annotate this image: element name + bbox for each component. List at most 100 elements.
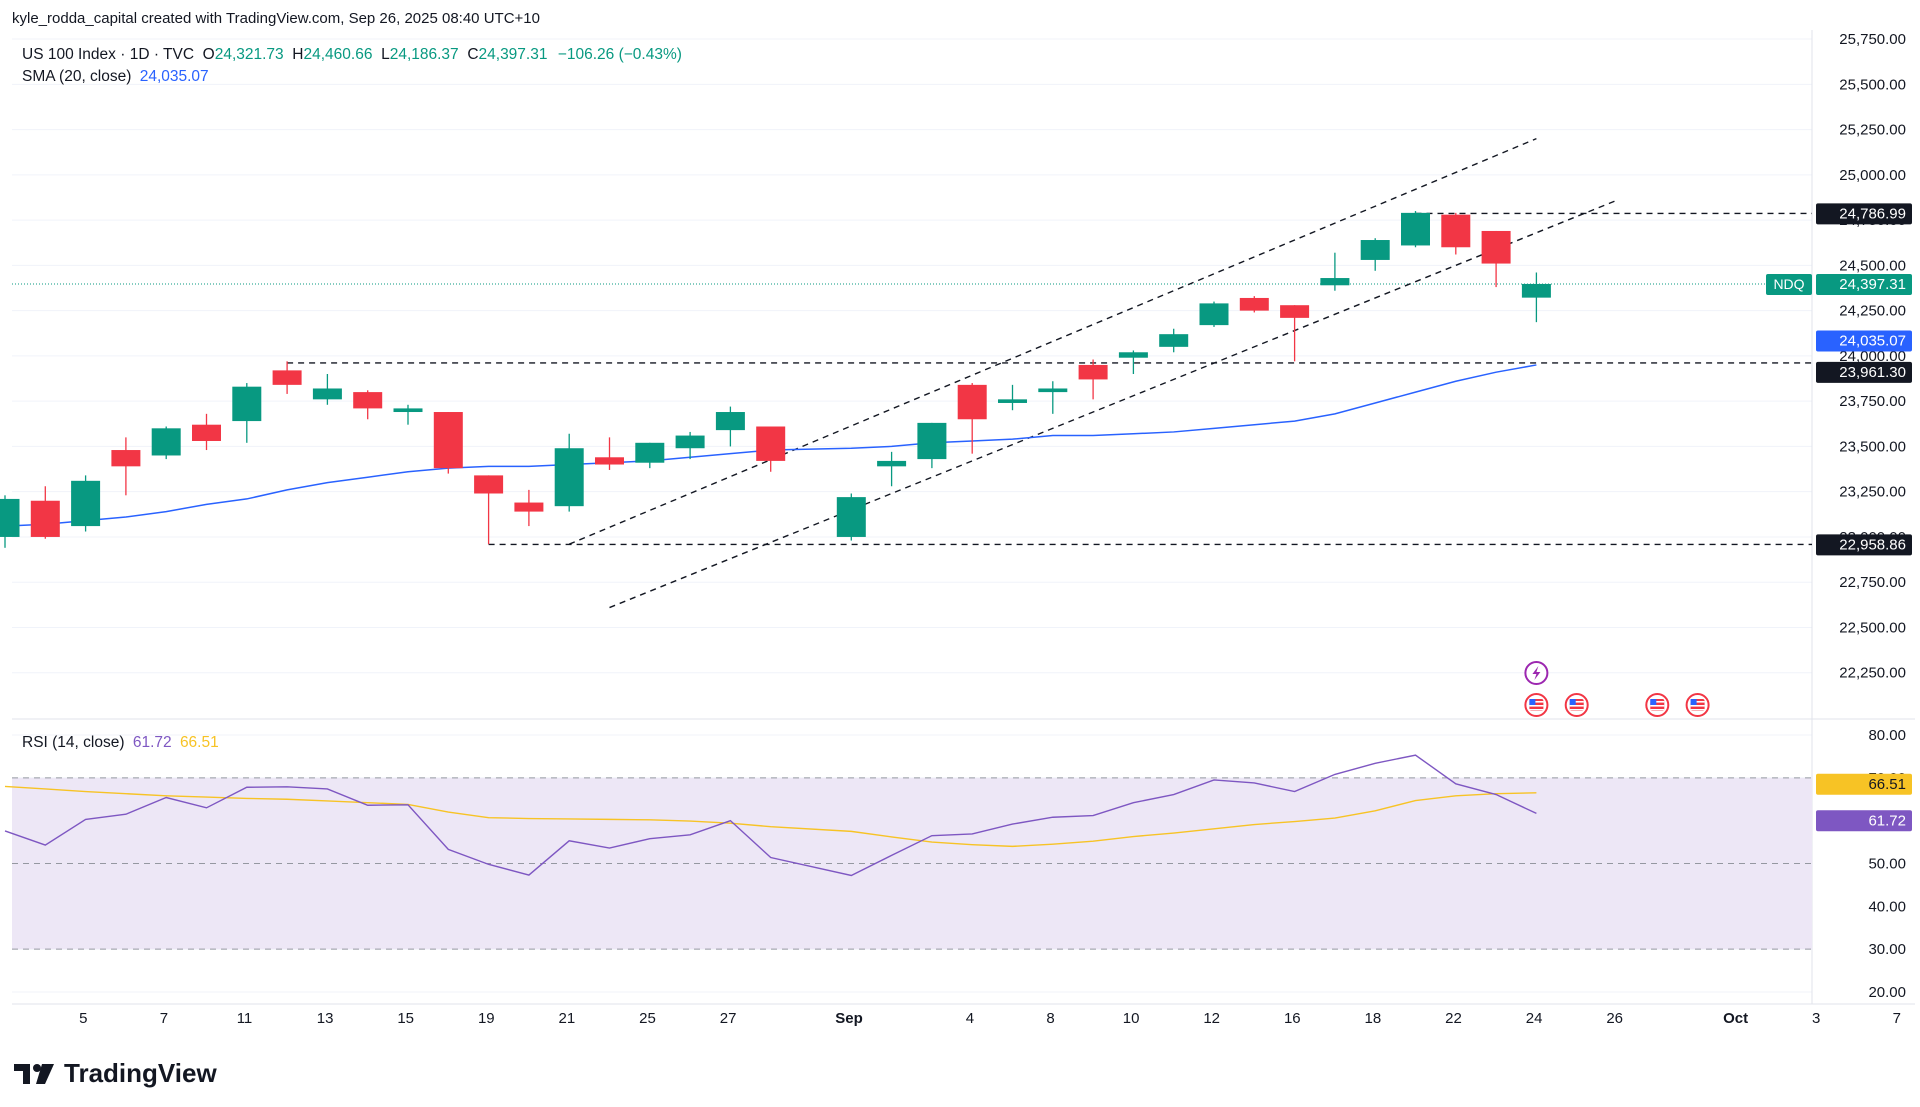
candle-body xyxy=(0,498,20,537)
candle-body xyxy=(433,412,463,469)
candle[interactable] xyxy=(272,361,302,394)
candle[interactable] xyxy=(474,475,504,545)
candle[interactable] xyxy=(151,426,181,460)
chart-credit: kyle_rodda_capital created with TradingV… xyxy=(12,10,540,27)
candle[interactable] xyxy=(877,451,907,487)
price-value-label-text: 24,397.31 xyxy=(1839,276,1906,293)
candle[interactable] xyxy=(111,437,141,496)
candle[interactable] xyxy=(554,433,584,512)
candles[interactable] xyxy=(0,211,1551,548)
candle-body xyxy=(836,497,866,537)
time-tick-label: 7 xyxy=(160,1010,168,1027)
us-flag-icon[interactable] xyxy=(1645,693,1670,717)
candle[interactable] xyxy=(1441,212,1471,255)
candle-body xyxy=(1078,364,1108,380)
candle-body xyxy=(675,435,705,449)
sma-legend[interactable]: SMA (20, close) 24,035.07 xyxy=(22,68,209,86)
candle[interactable] xyxy=(635,442,665,469)
symbol-legend[interactable]: US 100 Index · 1D · TVC O24,321.73 H24,4… xyxy=(22,46,682,64)
time-tick-label: 12 xyxy=(1203,1010,1220,1027)
candle[interactable] xyxy=(715,406,745,447)
candle[interactable] xyxy=(675,431,705,460)
flag-stripe xyxy=(1529,709,1544,711)
candle-body xyxy=(1118,352,1148,358)
us-flag-icon[interactable] xyxy=(1524,693,1549,717)
flag-stripe xyxy=(1650,701,1665,703)
candle-body xyxy=(1320,278,1350,286)
candle[interactable] xyxy=(312,374,342,405)
candle[interactable] xyxy=(1280,305,1310,362)
candle[interactable] xyxy=(393,404,423,425)
candle-body xyxy=(635,442,665,463)
candle-body xyxy=(595,457,624,465)
candle[interactable] xyxy=(756,426,786,472)
us-flag-icon[interactable] xyxy=(1564,693,1589,717)
candle-body xyxy=(1441,214,1471,248)
lightning-glyph xyxy=(1532,666,1541,680)
price-tick-label: 23,500.00 xyxy=(1839,438,1906,455)
price-tick-label: 22,500.00 xyxy=(1839,619,1906,636)
flag-canton xyxy=(1569,699,1576,705)
time-tick-label: 13 xyxy=(317,1010,334,1027)
price-tick-label: 24,500.00 xyxy=(1839,257,1906,274)
candle[interactable] xyxy=(30,486,60,539)
candle[interactable] xyxy=(192,413,221,451)
candle[interactable] xyxy=(232,383,262,443)
rsi-tick-label: 40.00 xyxy=(1868,898,1906,915)
candle[interactable] xyxy=(0,495,20,548)
price-tick-label: 25,500.00 xyxy=(1839,76,1906,93)
rsi-ma-value-label-text: 66.51 xyxy=(1868,776,1906,793)
candle-body xyxy=(353,392,383,409)
candle-body xyxy=(474,475,504,494)
candle[interactable] xyxy=(1521,272,1551,323)
trend-line[interactable] xyxy=(568,137,1537,545)
candle[interactable] xyxy=(353,390,383,420)
price-value-label: 24,786.99 xyxy=(1816,203,1912,225)
candle[interactable] xyxy=(957,383,987,454)
candle[interactable] xyxy=(71,475,101,532)
rsi-value-label-text: 61.72 xyxy=(1868,812,1906,829)
lightning-icon[interactable] xyxy=(1524,661,1549,685)
trend-channel[interactable] xyxy=(568,137,1618,609)
rsi-value-label-bg xyxy=(1816,810,1912,832)
candle[interactable] xyxy=(836,493,866,541)
time-tick-label: 7 xyxy=(1893,1010,1901,1027)
us-flag-icon[interactable] xyxy=(1685,693,1710,717)
candle[interactable] xyxy=(1159,328,1189,353)
candle[interactable] xyxy=(1360,238,1390,271)
candle[interactable] xyxy=(998,384,1027,411)
flag-stripe xyxy=(1690,701,1705,703)
time-tick-label: Oct xyxy=(1723,1010,1748,1027)
candle[interactable] xyxy=(514,489,544,527)
event-markers[interactable] xyxy=(1524,661,1710,717)
price-tick-label: 25,250.00 xyxy=(1839,122,1906,139)
candle[interactable] xyxy=(917,422,947,469)
tradingview-logo[interactable]: TradingView xyxy=(14,1058,217,1089)
tradingview-logo-icon xyxy=(14,1063,54,1084)
candle[interactable] xyxy=(1038,381,1068,414)
candle[interactable] xyxy=(1320,252,1350,291)
price-tick-label: 24,250.00 xyxy=(1839,303,1906,320)
candle[interactable] xyxy=(1239,296,1269,313)
candle[interactable] xyxy=(1118,350,1148,374)
candle-body xyxy=(312,388,342,400)
candle[interactable] xyxy=(1481,230,1511,288)
candle-body xyxy=(1038,388,1068,393)
flag-stripe xyxy=(1569,701,1584,703)
trend-line[interactable] xyxy=(609,199,1618,609)
sma-label: SMA (20, close) xyxy=(22,68,132,85)
candle[interactable] xyxy=(1078,359,1108,400)
time-tick-label: 27 xyxy=(720,1010,737,1027)
time-tick-label: 4 xyxy=(966,1010,974,1027)
candle-body xyxy=(554,448,584,507)
horizontal-levels[interactable] xyxy=(12,212,1812,546)
candle[interactable] xyxy=(1401,211,1430,248)
candle-body xyxy=(1159,334,1189,347)
candle[interactable] xyxy=(433,412,463,474)
flag-stripe xyxy=(1650,709,1665,711)
candle[interactable] xyxy=(1199,301,1229,327)
rsi-legend[interactable]: RSI (14, close) 61.72 66.51 xyxy=(22,734,219,752)
price-value-label: 24,035.07 xyxy=(1816,330,1912,352)
candle[interactable] xyxy=(595,437,624,470)
